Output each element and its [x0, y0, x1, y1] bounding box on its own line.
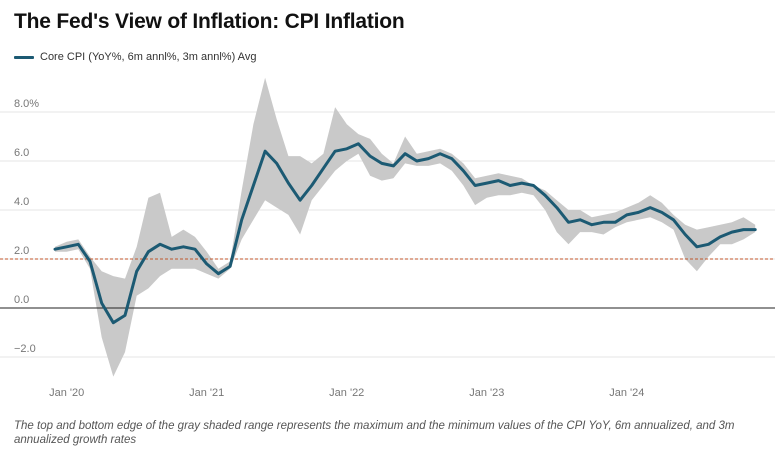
- range-band: [55, 77, 756, 377]
- x-tick-label: Jan '22: [329, 387, 364, 399]
- legend-label: Core CPI (YoY%, 6m annl%, 3m annl%) Avg: [40, 51, 257, 63]
- chart-plot: 8.0%6.04.02.00.0−2.0 Jan '20 Jan '21 Jan '…: [0, 77, 775, 399]
- chart-title: The Fed's View of Inflation: CPI Inflati…: [14, 10, 405, 33]
- line-layer: [53, 142, 757, 325]
- y-tick-label: 0.0: [14, 294, 29, 306]
- y-tick-label: 4.0: [14, 196, 29, 208]
- y-tick-layer: 8.0% 6.0 4.0 2.0 0.0 −2.0: [14, 98, 39, 355]
- legend-swatch: [14, 55, 34, 59]
- x-tick-layer: Jan '20 Jan '21 Jan '22 Jan '23 Jan '24: [49, 387, 644, 399]
- x-tick-label: Jan '23: [469, 387, 504, 399]
- series-line: [53, 142, 757, 325]
- band-layer: [55, 77, 756, 377]
- x-tick-label: Jan '20: [49, 387, 84, 399]
- y-tick-label: −2.0: [14, 343, 36, 355]
- reference-layer: [0, 258, 775, 309]
- legend: Core CPI (YoY%, 6m annl%, 3m annl%) Avg: [14, 51, 256, 63]
- y-tick-label: 2.0: [14, 245, 29, 257]
- x-tick-label: Jan '24: [609, 387, 644, 399]
- y-tick-label: 8.0%: [14, 98, 39, 110]
- y-tick-label: 6.0: [14, 147, 29, 159]
- x-tick-label: Jan '21: [189, 387, 224, 399]
- footnote: The top and bottom edge of the gray shad…: [14, 420, 735, 446]
